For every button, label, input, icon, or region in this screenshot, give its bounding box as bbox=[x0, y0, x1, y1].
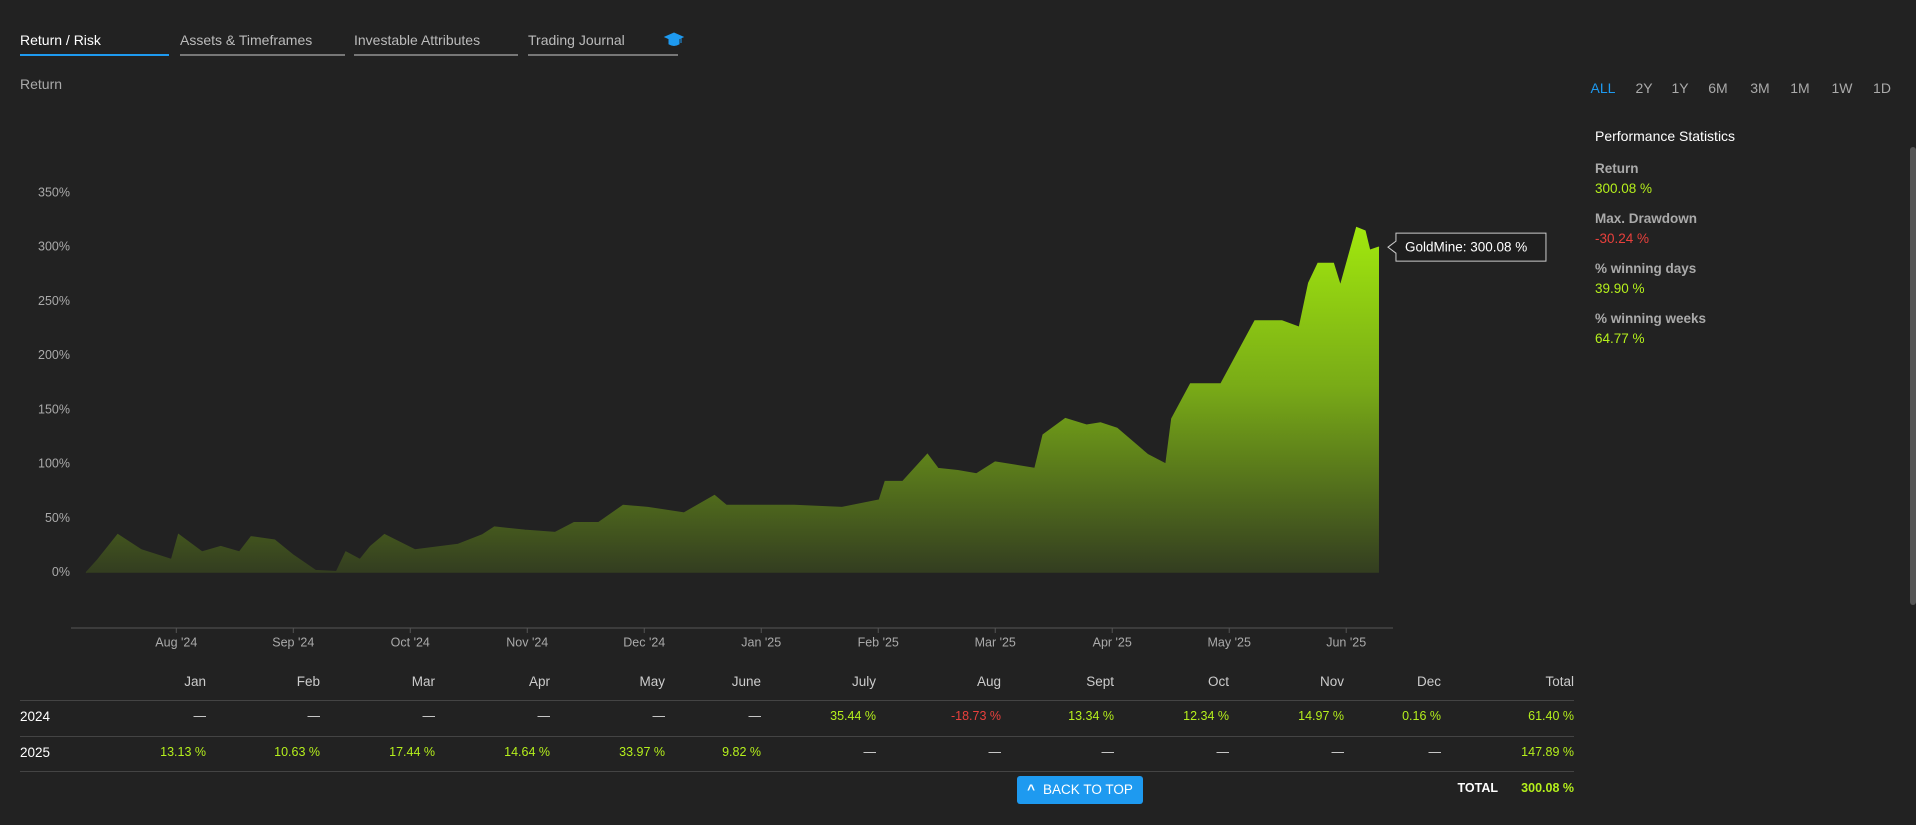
column-header: Mar bbox=[411, 674, 435, 689]
x-tick-label: Feb '25 bbox=[858, 635, 899, 649]
column-header: Dec bbox=[1416, 674, 1441, 689]
y-tick-label: 100% bbox=[38, 457, 70, 471]
range-button[interactable]: 1D bbox=[1873, 80, 1891, 96]
column-header: Nov bbox=[1319, 674, 1344, 689]
stat-value: 39.90 % bbox=[1595, 281, 1645, 296]
tab[interactable]: Assets & Timeframes bbox=[180, 32, 345, 56]
column-header: Aug bbox=[976, 674, 1001, 689]
table-cell: 14.64 % bbox=[504, 745, 550, 759]
stat-value: -30.24 % bbox=[1595, 231, 1650, 246]
y-tick-label: 200% bbox=[38, 348, 70, 362]
x-tick-label: Jun '25 bbox=[1326, 635, 1366, 649]
range-button[interactable]: 2Y bbox=[1635, 80, 1653, 96]
table-cell: — bbox=[193, 709, 207, 723]
y-tick-label: 350% bbox=[38, 185, 70, 199]
tab[interactable]: Trading Journal bbox=[528, 32, 678, 56]
table-cell: 33.97 % bbox=[619, 745, 665, 759]
table-cell: 0.16 % bbox=[1402, 709, 1441, 723]
chart-label: Return bbox=[20, 76, 63, 92]
table-cell: 14.97 % bbox=[1298, 709, 1344, 723]
row-label: 2025 bbox=[20, 745, 51, 760]
table-cell: 9.82 % bbox=[722, 745, 761, 759]
total-label: TOTAL bbox=[1457, 781, 1498, 795]
range-button[interactable]: 1M bbox=[1790, 80, 1810, 96]
table-cell: 17.44 % bbox=[389, 745, 435, 759]
y-tick-label: 50% bbox=[45, 511, 70, 525]
column-header: June bbox=[731, 674, 761, 689]
table-cell: — bbox=[1216, 745, 1230, 759]
stats-title: Performance Statistics bbox=[1595, 128, 1736, 144]
range-button[interactable]: 1Y bbox=[1671, 80, 1689, 96]
range-button[interactable]: 1W bbox=[1831, 80, 1853, 96]
button-label: BACK TO TOP bbox=[1043, 782, 1133, 797]
table-cell: 12.34 % bbox=[1183, 709, 1229, 723]
journal-icon bbox=[663, 32, 685, 46]
area-line bbox=[85, 226, 1380, 574]
row-label: 2024 bbox=[20, 709, 51, 724]
table-cell: 147.89 % bbox=[1521, 745, 1574, 759]
table-cell: — bbox=[652, 709, 666, 723]
x-tick-label: Nov '24 bbox=[506, 635, 548, 649]
table-cell: 35.44 % bbox=[830, 709, 876, 723]
table-cell: 13.34 % bbox=[1068, 709, 1114, 723]
column-header: Total bbox=[1545, 674, 1574, 689]
column-header: Oct bbox=[1207, 674, 1229, 689]
column-header: Feb bbox=[296, 674, 320, 689]
y-tick-label: 150% bbox=[38, 402, 70, 416]
range-button[interactable]: 6M bbox=[1708, 80, 1728, 96]
x-tick-label: Mar '25 bbox=[975, 635, 1016, 649]
column-header: Apr bbox=[528, 674, 550, 689]
tab[interactable]: Return / Risk bbox=[20, 32, 169, 56]
stat-label: Max. Drawdown bbox=[1595, 211, 1698, 226]
table-cell: — bbox=[307, 709, 321, 723]
stat-value: 64.77 % bbox=[1595, 331, 1645, 346]
table-cell: — bbox=[748, 709, 762, 723]
y-tick-label: 250% bbox=[38, 294, 70, 308]
tab[interactable]: Investable Attributes bbox=[354, 32, 518, 56]
y-tick-label: 0% bbox=[52, 565, 70, 579]
column-header: Sept bbox=[1086, 674, 1114, 689]
x-tick-label: Dec '24 bbox=[623, 635, 665, 649]
stat-label: % winning days bbox=[1595, 261, 1697, 276]
column-header: May bbox=[639, 674, 665, 689]
total-value: 300.08 % bbox=[1521, 781, 1574, 795]
x-tick-label: Sep '24 bbox=[272, 635, 314, 649]
table-cell: — bbox=[537, 709, 551, 723]
tooltip-text: GoldMine: 300.08 % bbox=[1405, 240, 1527, 255]
table-cell: — bbox=[863, 745, 877, 759]
stat-value: 300.08 % bbox=[1595, 181, 1653, 196]
range-button[interactable]: 3M bbox=[1750, 80, 1770, 96]
x-tick-label: Jan '25 bbox=[741, 635, 781, 649]
column-header: July bbox=[851, 674, 876, 689]
area-fill bbox=[86, 227, 1380, 573]
table-cell: 10.63 % bbox=[274, 745, 320, 759]
column-header: Jan bbox=[184, 674, 206, 689]
range-button[interactable]: ALL bbox=[1590, 80, 1616, 96]
table-cell: — bbox=[1428, 745, 1442, 759]
row-separator bbox=[20, 771, 1574, 772]
row-separator bbox=[20, 700, 1574, 701]
table-cell: — bbox=[988, 745, 1002, 759]
stat-label: % winning weeks bbox=[1595, 311, 1707, 326]
x-tick-label: May '25 bbox=[1208, 635, 1251, 649]
x-tick-label: Apr '25 bbox=[1093, 635, 1132, 649]
table-cell: — bbox=[1101, 745, 1115, 759]
table-cell: 13.13 % bbox=[160, 745, 206, 759]
table-cell: 61.40 % bbox=[1528, 709, 1574, 723]
table-cell: — bbox=[422, 709, 436, 723]
y-tick-label: 300% bbox=[38, 240, 70, 254]
scrollbar[interactable] bbox=[1910, 147, 1916, 605]
chevron: ^ bbox=[1027, 782, 1036, 797]
table-cell: -18.73 % bbox=[950, 709, 1001, 723]
row-separator bbox=[20, 736, 1574, 737]
table-cell: — bbox=[1331, 745, 1345, 759]
x-tick-label: Aug '24 bbox=[155, 635, 197, 649]
x-tick-label: Oct '24 bbox=[391, 635, 430, 649]
tooltip-box bbox=[1387, 232, 1547, 262]
stat-label: Return bbox=[1595, 161, 1639, 176]
back-to-top-button[interactable]: ^ BACK TO TOP bbox=[1017, 776, 1143, 804]
